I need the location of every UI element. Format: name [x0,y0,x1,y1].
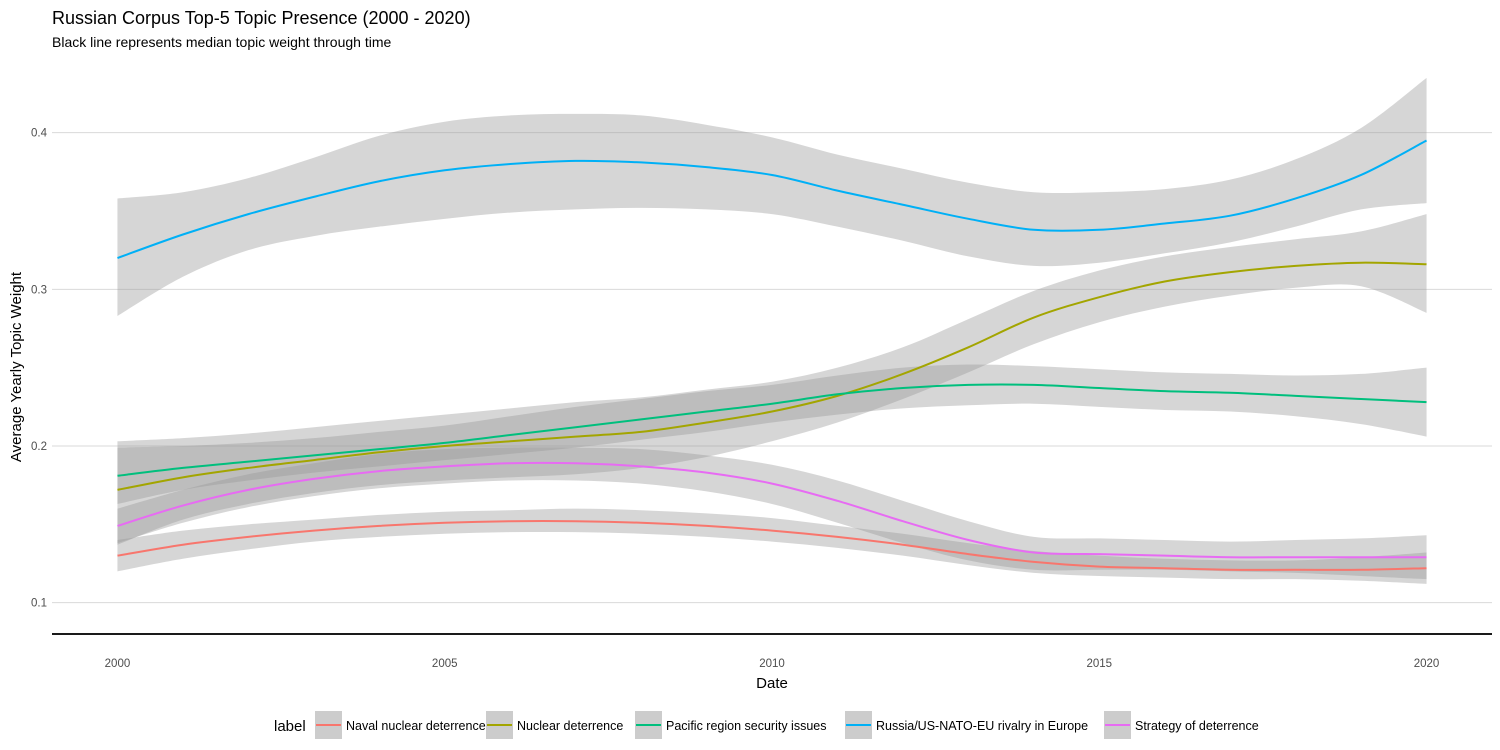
legend-label-2: Pacific region security issues [666,719,826,733]
legend-label-0: Naval nuclear deterrence [346,719,486,733]
y-axis-title: Average Yearly Topic Weight [8,271,25,462]
legend-label-1: Nuclear deterrence [517,719,623,733]
x-tick-label-0: 2000 [105,658,131,670]
chart-subtitle: Black line represents median topic weigh… [52,34,392,50]
series-line-1 [117,261,1427,491]
x-tick-label-4: 2020 [1414,658,1440,670]
series-line-4 [117,461,1427,559]
confidence-band-0 [117,508,1427,584]
x-tick-label-2: 2010 [759,658,785,670]
legend-item-2: Pacific region security issues [635,711,826,739]
confidence-band-3 [117,77,1427,316]
grid-lines [52,132,1492,604]
legend-label-4: Strategy of deterrence [1135,719,1259,733]
series-line-0 [117,520,1427,571]
series-lines [117,139,1428,571]
legend-label-3: Russia/US-NATO-EU rivalry in Europe [876,719,1088,733]
y-tick-labels: 0.1 0.2 0.3 0.4 [31,128,48,610]
series-line-3 [117,139,1428,259]
legend-title: label [274,718,306,735]
x-tick-labels: 2000 2005 2010 2015 2020 [105,658,1440,670]
confidence-band-2 [117,364,1427,504]
y-tick-label-1: 0.2 [31,441,47,453]
y-tick-label-2: 0.3 [31,284,47,296]
y-tick-label-0: 0.1 [31,598,47,610]
x-tick-label-3: 2015 [1086,658,1112,670]
legend-item-1: Nuclear deterrence [486,711,623,739]
legend: label Naval nuclear deterrence Nuclear de… [274,711,1259,739]
legend-item-4: Strategy of deterrence [1104,711,1259,739]
chart-title: Russian Corpus Top-5 Topic Presence (200… [52,8,471,28]
x-axis-title: Date [756,675,788,692]
x-tick-label-1: 2005 [432,658,458,670]
legend-item-3: Russia/US-NATO-EU rivalry in Europe [845,711,1088,739]
legend-item-0: Naval nuclear deterrence [315,711,486,739]
series-line-2 [117,383,1427,477]
confidence-bands [117,77,1427,584]
y-tick-label-3: 0.4 [31,128,48,140]
confidence-band-4 [117,447,1427,580]
